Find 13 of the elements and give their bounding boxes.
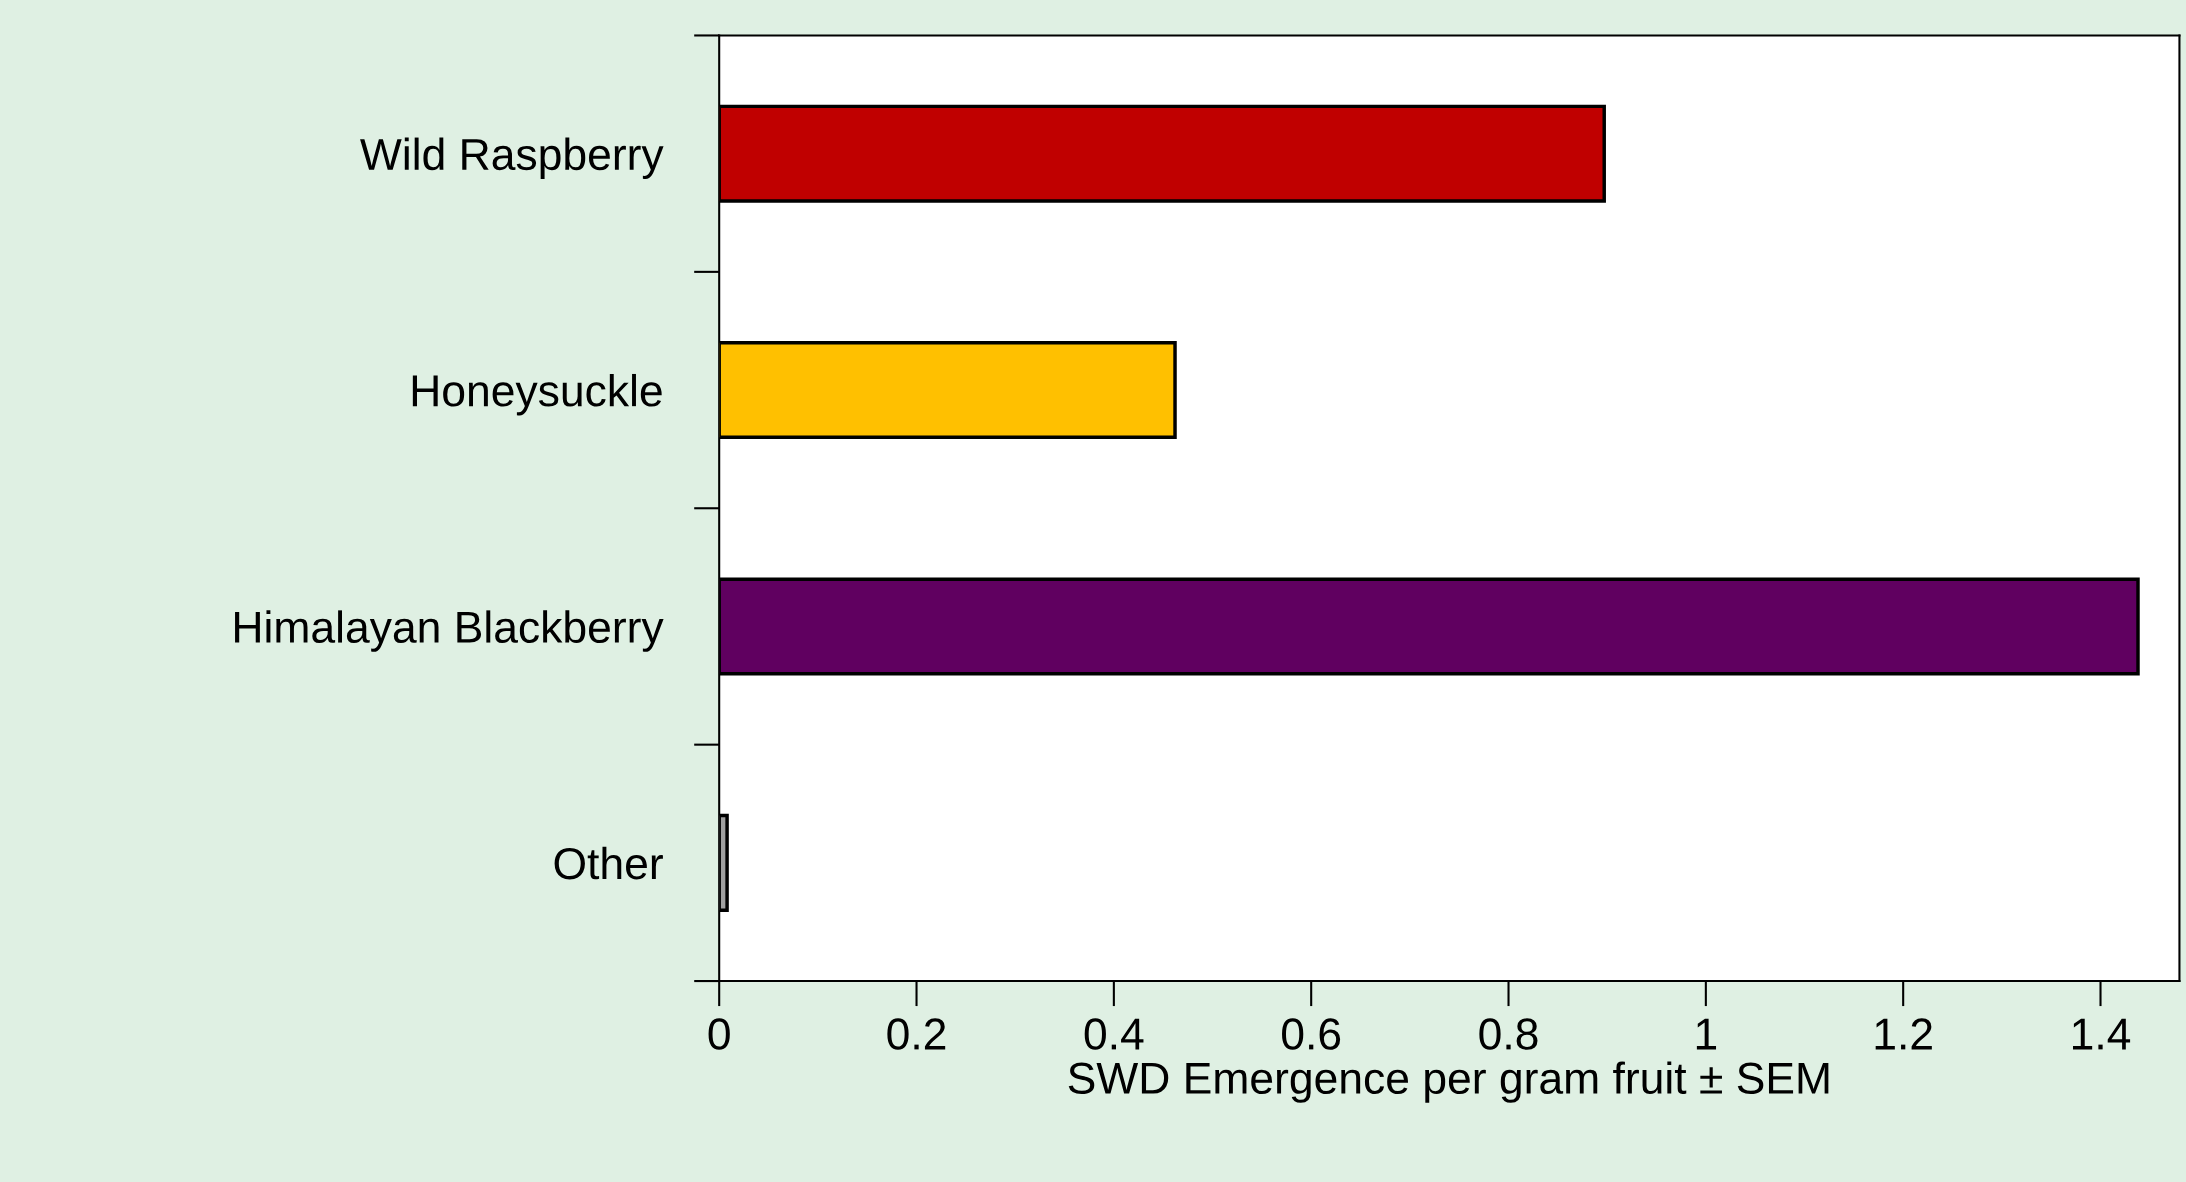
x-tick-label: 0.8 — [1479, 1018, 1538, 1050]
x-tick-label: 0.6 — [1282, 1018, 1341, 1050]
x-tick-label: 0.4 — [1084, 1018, 1144, 1050]
y-tick-label: Wild Raspberry — [360, 137, 664, 179]
y-tick-label: Honeysuckle — [412, 373, 662, 416]
y-tick-label: Other — [554, 846, 663, 880]
x-tick-label: 0 — [708, 1018, 730, 1050]
x-tick-label: 1 — [1696, 1018, 1717, 1050]
x-tick-label: 0.2 — [887, 1018, 946, 1050]
y-tick-label: Himalayan Blackberry — [235, 610, 664, 652]
x-tick-label: 1.4 — [2073, 1018, 2131, 1050]
x-tick-label: 1.2 — [1875, 1018, 1932, 1050]
x-axis-title: SWD Emergence per gram fruit ± SEM — [1068, 1061, 1829, 1103]
